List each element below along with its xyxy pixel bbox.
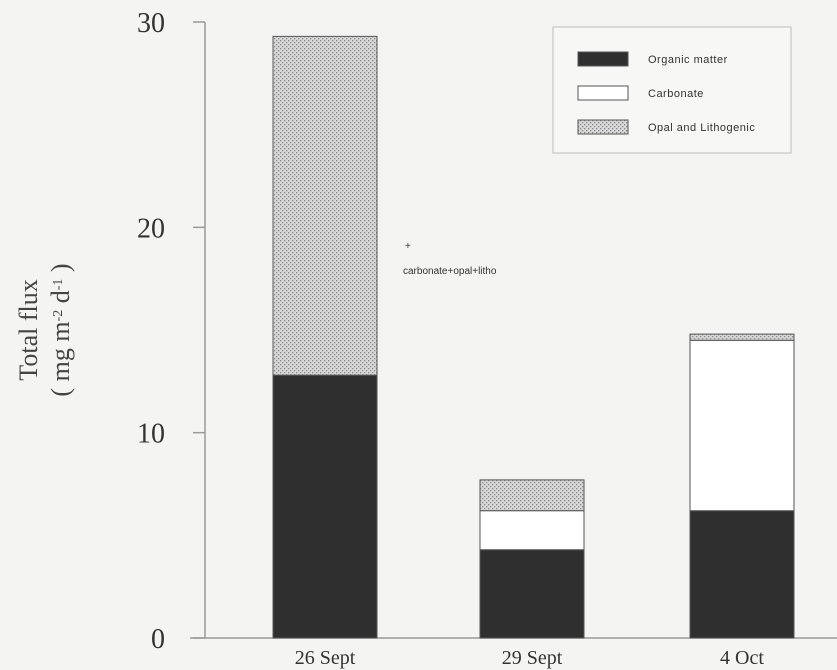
legend-swatch [577,51,629,67]
legend-label: Carbonate [648,88,704,100]
annotation: + carbonate+opal+litho [403,241,497,277]
legend-label: Opal and Lithogenic [648,122,755,134]
y-ticks: 0 10 20 30 [137,8,205,655]
annotation-text: carbonate+opal+litho [403,266,497,277]
legend-label: Organic matter [648,54,728,66]
bar-segment-organic-matter [272,374,378,639]
bar-segment-opal-and-lithogenic [479,479,585,512]
y-axis-title-line2: ( mg m-2 d-1 ) [46,263,75,396]
legend: Organic matter Carbonate Opal and Lithogen… [552,26,792,154]
legend-swatch [577,85,629,101]
y-tick-label: 10 [137,419,165,450]
y-tick-label: 0 [151,624,165,655]
bar-segment-carbonate [479,510,585,551]
x-tick-label: 4 Oct [720,647,764,669]
y-axis-title-line1: Total flux [14,279,43,380]
bar-segment-organic-matter [479,549,585,639]
y-axis-title: Total flux ( mg m-2 d-1 ) [14,263,75,396]
annotation-marker: + [405,241,411,252]
legend-swatch [577,119,629,135]
bar-segment-opal-and-lithogenic [689,333,795,341]
x-tick-label: 26 Sept [295,647,356,669]
bars [272,35,795,639]
bar-segment-opal-and-lithogenic [272,35,378,376]
y-tick-label: 20 [137,213,165,244]
x-tick-label: 29 Sept [502,647,563,669]
y-tick-label: 30 [137,8,165,39]
bar-segment-carbonate [689,339,795,512]
x-tick-labels: 26 Sept 29 Sept 4 Oct [295,647,765,669]
bar-segment-organic-matter [689,510,795,639]
